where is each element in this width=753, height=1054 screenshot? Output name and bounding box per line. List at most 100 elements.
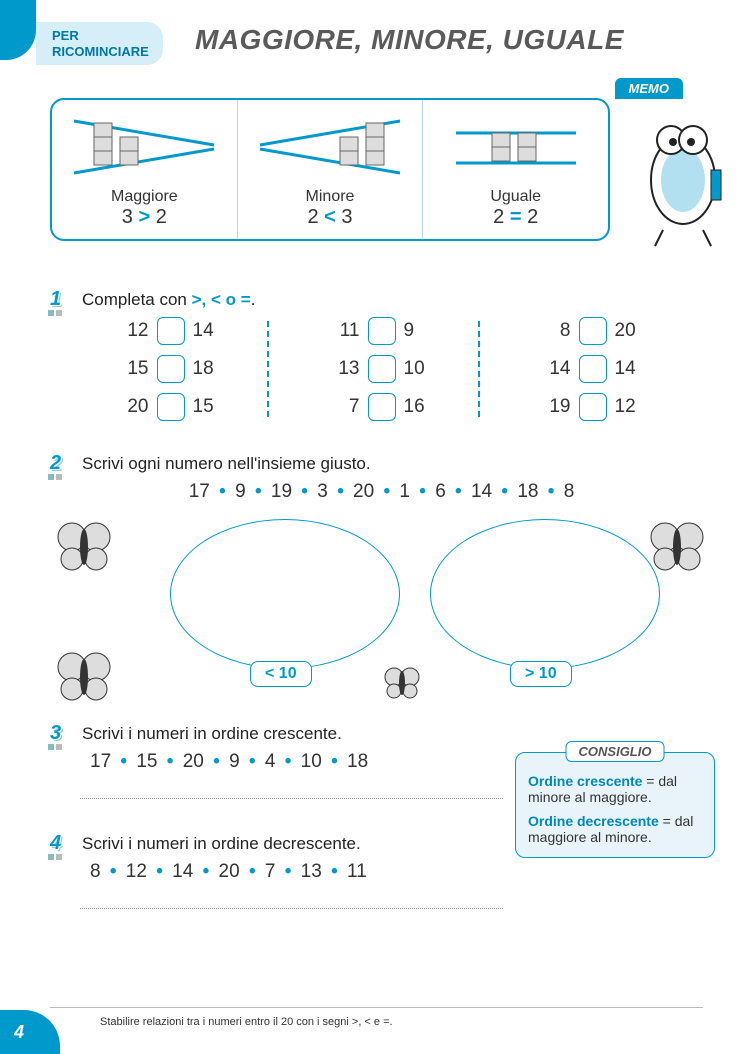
number: 8: [90, 861, 101, 882]
number-a: 8: [541, 320, 571, 342]
answer-line[interactable]: [80, 781, 503, 799]
memo-cell-uguale: Uguale 2 = 2: [423, 100, 608, 239]
memo-expression: 3 > 2: [58, 206, 231, 229]
consiglio-label: CONSIGLIO: [566, 741, 665, 762]
comparison-row: 716: [291, 393, 502, 421]
answer-line[interactable]: [80, 891, 503, 909]
answer-box[interactable]: [157, 355, 185, 383]
header-tab: PER RICOMINCIARE: [36, 22, 163, 65]
bullet-icon: •: [245, 751, 260, 772]
butterfly-icon: [50, 511, 120, 581]
memo-caption: Maggiore: [58, 188, 231, 206]
answer-box[interactable]: [579, 355, 607, 383]
memo-cell-minore: Minore 2 < 3: [238, 100, 424, 239]
number: 12: [126, 861, 147, 882]
bullet-icon: •: [327, 861, 342, 882]
corner-tab: [0, 0, 36, 60]
bullet-icon: •: [163, 751, 178, 772]
answer-box[interactable]: [157, 317, 185, 345]
comparison-row: 1518: [80, 355, 291, 383]
number: 1: [399, 481, 410, 502]
answer-box[interactable]: [368, 317, 396, 345]
comparison-row: 1214: [80, 317, 291, 345]
number: 13: [301, 861, 322, 882]
bullet-icon: •: [106, 861, 121, 882]
number: 19: [271, 481, 292, 502]
number-a: 12: [119, 320, 149, 342]
number-b: 10: [404, 358, 434, 380]
exercise-prompt: Scrivi i numeri in ordine crescente.: [82, 722, 342, 744]
number: 20: [353, 481, 374, 502]
exercise-1-column: 119 13 10 716: [291, 317, 502, 421]
exercise-number: 3: [50, 722, 72, 745]
answer-box[interactable]: [368, 393, 396, 421]
memo-expression: 2 = 2: [429, 206, 602, 229]
butterfly-icon: [380, 661, 424, 705]
number-b: 16: [404, 396, 434, 418]
number-a: 15: [119, 358, 149, 380]
memo-cell-maggiore: Maggiore 3 > 2: [52, 100, 238, 239]
number: 20: [183, 751, 204, 772]
answer-box[interactable]: [579, 317, 607, 345]
bullet-icon: •: [281, 751, 296, 772]
bullet-icon: •: [497, 481, 512, 502]
number: 20: [219, 861, 240, 882]
answer-box[interactable]: [579, 393, 607, 421]
exercise-prompt: Scrivi ogni numero nell'insieme giusto.: [82, 452, 371, 474]
number-b: 12: [615, 396, 645, 418]
equal-graphic: [429, 108, 602, 186]
number-b: 18: [193, 358, 223, 380]
answer-box[interactable]: [157, 393, 185, 421]
exercise-prompt: Scrivi i numeri in ordine decrescente.: [82, 832, 361, 854]
bullet-icon: •: [209, 751, 224, 772]
number-b: 20: [615, 320, 645, 342]
number: 14: [172, 861, 193, 882]
number: 10: [301, 751, 322, 772]
bullet-icon: •: [297, 481, 312, 502]
exercise-number: 2: [50, 452, 72, 475]
bullet-icon: •: [251, 481, 266, 502]
set-oval-right[interactable]: [430, 519, 660, 669]
exercise-1: 1 Completa con >, < o =. 121415182015119…: [50, 288, 713, 421]
comparison-row: 13 10: [291, 355, 502, 383]
comparison-row: 2015: [80, 393, 291, 421]
number: 8: [564, 481, 575, 502]
exercise-1-grid: 121415182015119131071682014141912: [80, 317, 713, 421]
exercise-prompt: Completa con >, < o =.: [82, 288, 255, 310]
page-number: 4: [0, 1010, 60, 1054]
bullet-icon: •: [544, 481, 559, 502]
number: 3: [317, 481, 328, 502]
header-tab-line1: PER: [52, 28, 79, 43]
number-a: 20: [119, 396, 149, 418]
less-than-graphic: [244, 108, 417, 186]
number-list: 17 • 9 • 19 • 3 • 20 • 1 • 6 • 14 • 18 •…: [50, 481, 713, 503]
comparison-row: 8 20: [502, 317, 713, 345]
number-b: 15: [193, 396, 223, 418]
set-label-left: < 10: [250, 661, 312, 687]
bullet-icon: •: [199, 861, 214, 882]
number-a: 14: [541, 358, 571, 380]
exercise-1-column: 121415182015: [80, 317, 291, 421]
consiglio-line1: Ordine crescente = dal minore al maggior…: [528, 773, 702, 805]
number-list: 17 • 15 • 20 • 9 • 4 • 10 • 18: [90, 751, 503, 773]
answer-box[interactable]: [368, 355, 396, 383]
comparison-row: 119: [291, 317, 502, 345]
bullet-icon: •: [379, 481, 394, 502]
bullet-icon: •: [327, 751, 342, 772]
number: 14: [471, 481, 492, 502]
memo-expression: 2 < 3: [244, 206, 417, 229]
number: 18: [517, 481, 538, 502]
number-a: 13: [330, 358, 360, 380]
number: 17: [90, 751, 111, 772]
comparison-row: 1912: [502, 393, 713, 421]
set-oval-left[interactable]: [170, 519, 400, 669]
header-tab-line2: RICOMINCIARE: [52, 44, 149, 59]
number: 7: [265, 861, 276, 882]
number: 17: [189, 481, 210, 502]
number: 11: [347, 861, 367, 882]
number-a: 11: [330, 320, 360, 342]
consiglio-line2: Ordine decrescente = dal maggiore al min…: [528, 813, 702, 845]
number: 15: [136, 751, 157, 772]
bullet-icon: •: [152, 861, 167, 882]
butterfly-icon: [50, 641, 120, 711]
